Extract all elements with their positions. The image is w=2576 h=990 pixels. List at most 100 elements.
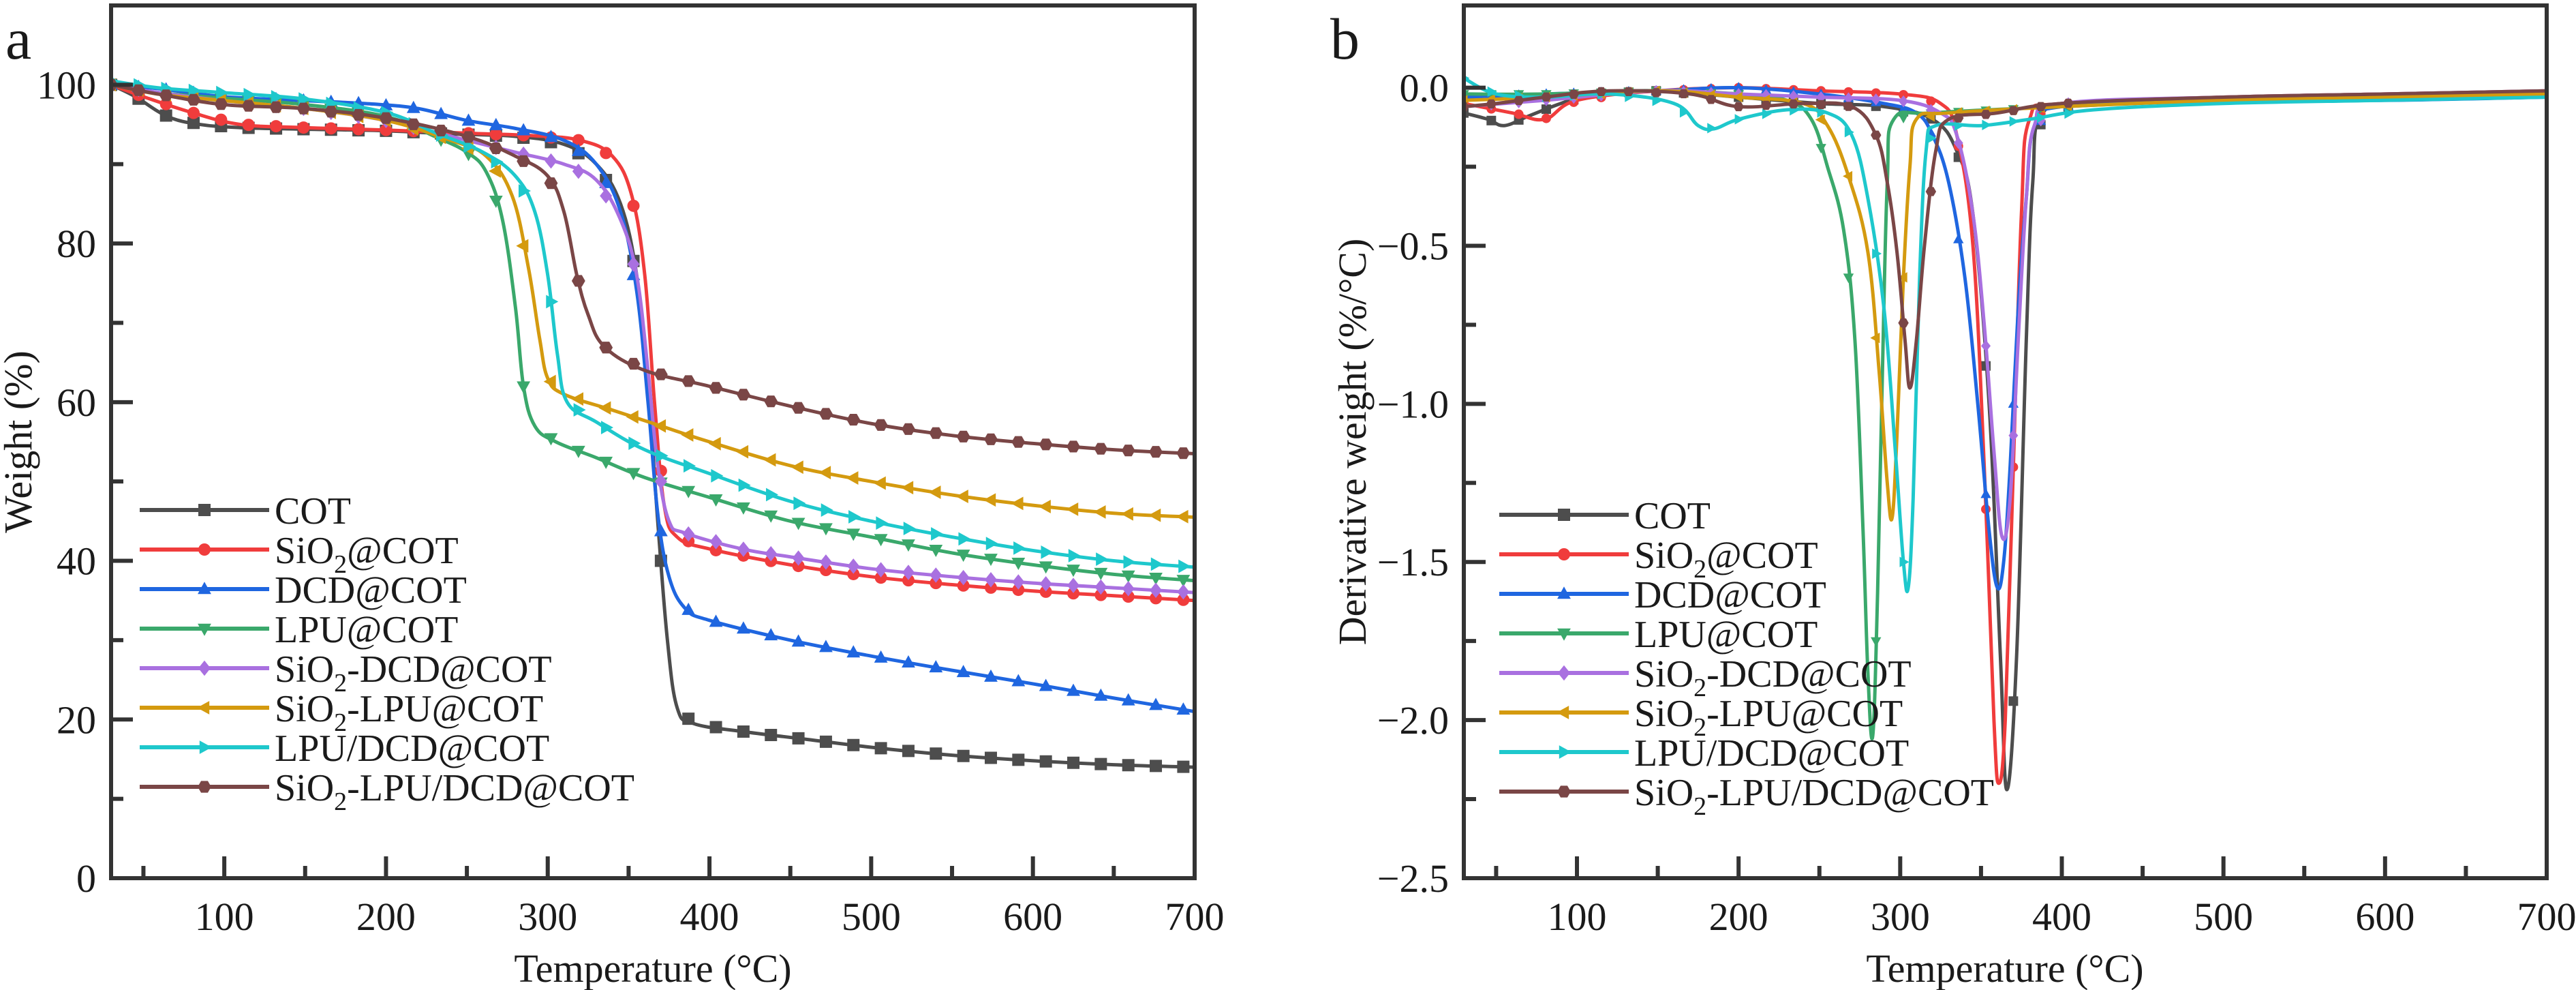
data-point <box>656 449 669 463</box>
data-point <box>1486 115 1497 125</box>
data-point <box>765 545 778 562</box>
y-tick-label: −0.5 <box>1377 224 1449 268</box>
data-point <box>791 460 803 475</box>
data-point <box>406 100 420 113</box>
data-point <box>1926 96 1936 106</box>
data-point <box>985 537 998 551</box>
data-point <box>764 628 778 641</box>
data-point <box>956 430 970 442</box>
y-tick-label: 100 <box>37 63 96 107</box>
data-point <box>1039 755 1052 768</box>
series-sio2dcd <box>1464 85 2547 541</box>
data-point <box>901 481 914 495</box>
data-point <box>270 120 283 133</box>
x-tick-label: 500 <box>842 895 901 939</box>
data-point <box>1150 557 1163 571</box>
data-point <box>1980 488 1991 498</box>
data-point <box>434 106 448 119</box>
data-point <box>1013 541 1026 555</box>
data-point <box>874 571 887 584</box>
data-point <box>1149 698 1163 710</box>
series-sio2lpu <box>1464 85 2547 522</box>
legend-marker-icon <box>1557 628 1571 641</box>
data-point <box>1150 592 1163 605</box>
data-point <box>1011 558 1026 571</box>
series-line-lpudcd <box>1464 76 2547 594</box>
data-point <box>461 113 476 126</box>
data-point <box>1733 82 1744 92</box>
data-point <box>1925 187 1937 196</box>
data-point <box>627 256 640 272</box>
data-point <box>929 545 943 558</box>
legend-marker-icon <box>1558 509 1570 521</box>
data-point <box>1541 113 1551 123</box>
data-point <box>598 401 611 415</box>
data-point <box>517 123 531 136</box>
data-point <box>159 109 172 122</box>
data-point <box>1514 109 1524 119</box>
data-point <box>902 574 915 587</box>
data-point <box>791 402 806 414</box>
data-point <box>958 532 971 546</box>
data-point <box>846 471 859 485</box>
legend-marker-icon <box>198 623 211 636</box>
data-point <box>709 614 723 627</box>
legend-item-cot: COT <box>140 490 351 532</box>
data-point <box>684 459 696 473</box>
data-point <box>1094 758 1107 770</box>
x-tick-label: 500 <box>2194 895 2253 939</box>
data-point <box>654 368 668 380</box>
x-axis-title-a: Temperature (°C) <box>514 946 791 990</box>
data-point <box>847 567 860 580</box>
data-point <box>711 468 724 483</box>
data-point <box>600 147 613 160</box>
data-point <box>599 456 613 469</box>
data-point <box>736 502 750 515</box>
data-point <box>489 164 502 178</box>
data-point <box>902 423 915 435</box>
data-point <box>763 453 776 467</box>
y-tick-label: 40 <box>57 539 96 584</box>
data-point <box>902 655 915 668</box>
data-point <box>599 342 613 354</box>
data-point <box>681 485 696 498</box>
data-point <box>874 419 888 431</box>
legend-marker-icon <box>1557 586 1571 599</box>
data-point <box>516 239 529 253</box>
data-point <box>654 524 668 537</box>
data-point <box>159 89 173 102</box>
data-point <box>1843 87 1854 97</box>
y-tick-label: −2.0 <box>1377 698 1449 742</box>
data-point <box>682 526 695 542</box>
data-point <box>1898 318 1909 328</box>
data-point <box>2035 102 2046 111</box>
data-point <box>1012 753 1025 766</box>
data-point <box>1953 113 1964 123</box>
data-point <box>406 118 420 130</box>
data-point <box>930 567 942 583</box>
data-point <box>847 738 860 751</box>
legend-label: SiO2-LPU/DCD@COT <box>1634 772 1994 821</box>
legend-b: COTSiO2@COTDCD@COTLPU@COTSiO2-DCD@COTSiO… <box>1499 495 1994 821</box>
data-point <box>902 745 915 758</box>
y-tick-label: −1.5 <box>1377 540 1449 584</box>
data-point <box>1122 581 1135 597</box>
x-tick-label: 400 <box>2032 895 2091 939</box>
legend-item-dcd: DCD@COT <box>1499 574 1826 616</box>
data-point <box>626 468 641 481</box>
legend-label: SiO2@COT <box>1634 535 1818 584</box>
data-point <box>2063 98 2074 108</box>
data-point <box>271 90 283 104</box>
legend-item-sio2lpu: SiO2-LPU@COT <box>140 688 543 737</box>
data-point <box>1067 440 1080 453</box>
legend-marker-icon <box>198 781 211 793</box>
series-line-sio2 <box>111 82 1195 603</box>
data-point <box>298 92 311 106</box>
data-point <box>956 550 970 562</box>
data-point <box>1121 693 1135 706</box>
y-tick-label: 0 <box>76 856 96 901</box>
data-point <box>1871 130 1882 140</box>
plot-frame <box>1462 3 2549 880</box>
data-point <box>1122 759 1135 772</box>
data-point <box>1898 103 1909 113</box>
